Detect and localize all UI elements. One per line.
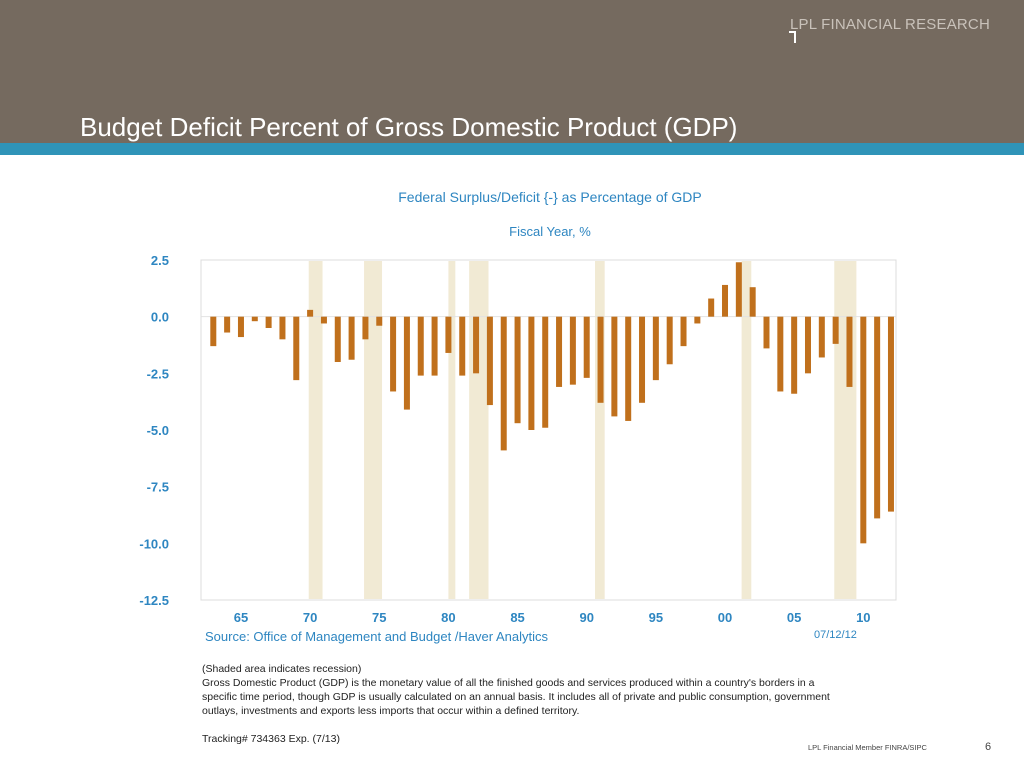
bar — [390, 316, 397, 392]
bar — [749, 287, 756, 317]
x-tick-label: 10 — [856, 610, 870, 625]
x-tick-label: 80 — [441, 610, 455, 625]
y-tick-label: 2.5 — [151, 253, 169, 268]
bar — [445, 316, 452, 353]
bar — [362, 316, 369, 340]
recession-note: (Shaded area indicates recession) — [202, 663, 362, 675]
bar — [293, 316, 300, 381]
bar — [708, 298, 715, 317]
x-tick-label: 05 — [787, 610, 801, 625]
bar — [763, 316, 770, 349]
footnotes: (Shaded area indicates recession) Gross … — [202, 662, 842, 718]
x-tick-label: 65 — [234, 610, 248, 625]
bar — [486, 316, 493, 406]
bar — [542, 316, 549, 428]
bar — [210, 316, 217, 347]
y-tick-label: -12.5 — [139, 593, 169, 608]
bar — [500, 316, 507, 451]
member-disclosure: LPL Financial Member FINRA/SIPC — [808, 743, 927, 752]
bar — [597, 316, 604, 403]
bar — [735, 262, 742, 317]
chart-date: 07/12/12 — [814, 629, 857, 641]
x-tick-label: 70 — [303, 610, 317, 625]
accent-band — [0, 143, 1024, 155]
bar — [224, 316, 231, 333]
bar — [694, 316, 701, 324]
x-tick-label: 00 — [718, 610, 732, 625]
bar — [874, 316, 881, 519]
bar — [680, 316, 687, 347]
bar — [818, 316, 825, 358]
recession-band — [741, 261, 752, 599]
x-tick-label: 90 — [579, 610, 593, 625]
brand-bracket-icon — [789, 31, 796, 43]
bar — [528, 316, 535, 430]
bar — [832, 316, 839, 344]
bar — [237, 316, 244, 338]
tracking-number: Tracking# 734363 Exp. (7/13) — [202, 733, 340, 745]
bar — [583, 316, 590, 378]
bar — [887, 316, 894, 512]
bar — [251, 316, 258, 322]
bar — [431, 316, 438, 376]
recession-band — [448, 261, 456, 599]
bar — [265, 316, 272, 328]
bar — [666, 316, 673, 365]
bar — [804, 316, 811, 374]
bar — [473, 316, 480, 374]
recession-band — [834, 261, 857, 599]
bar — [846, 316, 853, 387]
page-title: Budget Deficit Percent of Gross Domestic… — [80, 112, 738, 142]
bar — [376, 316, 383, 326]
chart-subtitle: Fiscal Year, % — [509, 224, 591, 239]
bar — [569, 316, 576, 385]
chart-title: Federal Surplus/Deficit {-} as Percentag… — [398, 189, 702, 205]
recession-band — [364, 261, 383, 599]
recession-band — [308, 261, 323, 599]
y-tick-label: -2.5 — [147, 366, 169, 381]
x-tick-label: 95 — [649, 610, 663, 625]
bar — [777, 316, 784, 392]
x-tick-label: 85 — [510, 610, 524, 625]
bar — [320, 316, 327, 324]
bar — [459, 316, 466, 376]
recession-band — [595, 261, 605, 599]
y-tick-label: -10.0 — [139, 536, 169, 551]
bar — [556, 316, 563, 387]
bar — [625, 316, 632, 421]
bar — [639, 316, 646, 403]
y-tick-label: -7.5 — [147, 480, 169, 495]
y-tick-label: 0.0 — [151, 310, 169, 325]
bar — [611, 316, 618, 417]
header-band: LPL FINANCIAL RESEARCH Budget Deficit Pe… — [0, 0, 1024, 143]
page-number: 6 — [985, 741, 992, 753]
bar — [348, 316, 355, 360]
bar — [514, 316, 521, 424]
bar — [860, 316, 867, 544]
bar — [307, 309, 314, 317]
bar — [279, 316, 286, 340]
y-tick-label: -5.0 — [147, 423, 169, 438]
bar — [722, 284, 729, 317]
bar — [791, 316, 798, 394]
bar — [652, 316, 659, 381]
x-tick-label: 75 — [372, 610, 386, 625]
brand-name: LPL FINANCIAL RESEARCH — [789, 16, 990, 33]
bar — [334, 316, 341, 362]
gdp-definition: Gross Domestic Product (GDP) is the mone… — [202, 677, 830, 717]
plot-frame — [200, 259, 897, 601]
recession-band — [469, 261, 489, 599]
bar — [417, 316, 424, 376]
bar — [403, 316, 410, 410]
source-note: Source: Office of Management and Budget … — [205, 629, 549, 644]
